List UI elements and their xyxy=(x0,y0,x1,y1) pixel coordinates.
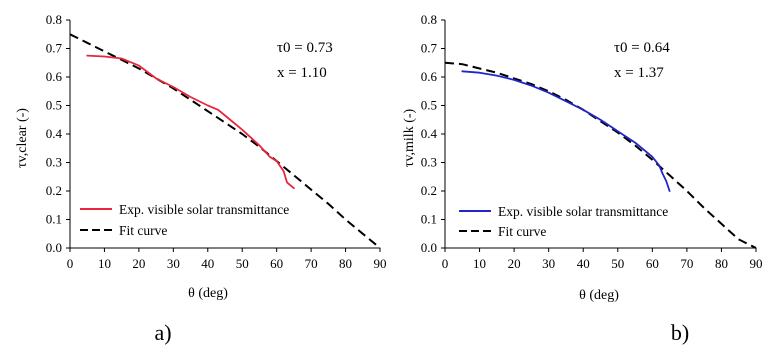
panel-a-y-tick-label: 0.4 xyxy=(46,126,63,141)
panel-b-x-tick-label: 60 xyxy=(646,256,659,271)
panel-a-y-tick-label: 0.0 xyxy=(46,240,62,255)
panel-b-y-tick-label: 0.1 xyxy=(421,212,437,227)
panel-a-y-tick-label: 0.5 xyxy=(46,98,62,113)
panel-a-fit-curve xyxy=(69,33,381,249)
panel-b-x-tick-label: 10 xyxy=(473,256,486,271)
panel-a-x-tick-label: 60 xyxy=(270,256,283,271)
panel-a-ylabel: τv,clear (-) xyxy=(15,108,30,168)
panel-a-exp-transmittance-line xyxy=(86,54,295,190)
panel-a-annotation-tau: τ0 = 0.73 xyxy=(277,40,333,56)
panel-a-legend: Exp. visible solar transmittance Fit cur… xyxy=(80,202,289,238)
panel-a-legend-label-fit: Fit curve xyxy=(119,223,167,238)
panel-b-ylabel: τv,milk (-) xyxy=(402,108,417,167)
panel-b-y-tick-label: 0.0 xyxy=(421,240,437,255)
panel-b-annotation-tau: τ0 = 0.64 xyxy=(614,40,670,56)
panel-a-x-tick-label: 80 xyxy=(339,256,352,271)
panel-b-x-tick-label: 40 xyxy=(577,256,590,271)
panel-a-plot-area: 0.0 0.1 0.2 0.3 0.4 0.5 0.6 0.7 0.8 0 10 20 30 40 50 60… xyxy=(46,12,387,271)
panel-a-legend-label-exp: Exp. visible solar transmittance xyxy=(119,202,289,217)
panel-b-y-tick-label: 0.5 xyxy=(421,98,437,113)
panel-b-legend-label-fit: Fit curve xyxy=(498,224,546,239)
panel-b-legend: Exp. visible solar transmittance Fit cur… xyxy=(459,204,668,239)
panel-b-exp-transmittance-line xyxy=(461,70,671,192)
panel-b-y-tick-label: 0.4 xyxy=(421,126,438,141)
panel-b-legend-label-exp: Exp. visible solar transmittance xyxy=(498,204,668,219)
panel-a-x-tick-label: 40 xyxy=(201,256,214,271)
panel-b-y-tick-label: 0.2 xyxy=(421,183,437,198)
panel-b: 0.0 0.1 0.2 0.3 0.4 0.5 0.6 0.7 0.8 0 10 20 30 40 50 60… xyxy=(402,12,763,345)
panel-b-x-tick-label: 20 xyxy=(508,256,521,271)
panel-b-y-tick-label: 0.3 xyxy=(421,155,437,170)
panel-a-y-tick-label: 0.8 xyxy=(46,12,62,27)
panel-b-x-tick-label: 90 xyxy=(750,256,763,271)
panel-b-y-tick-label: 0.8 xyxy=(421,12,437,27)
panel-a-x-tick-label: 30 xyxy=(167,256,180,271)
panel-b-xlabel: θ (deg) xyxy=(579,288,619,303)
panel-b-x-tick-label: 70 xyxy=(680,256,693,271)
panel-a-y-tick-label: 0.3 xyxy=(46,155,62,170)
panel-b-label: b) xyxy=(671,320,689,345)
panel-b-plot-area: 0.0 0.1 0.2 0.3 0.4 0.5 0.6 0.7 0.8 0 10 20 30 40 50 60… xyxy=(421,12,763,271)
panel-a-label: a) xyxy=(154,320,171,345)
panel-a-x-tick-label: 10 xyxy=(98,256,111,271)
panel-a-xlabel: θ (deg) xyxy=(188,286,228,301)
panel-a-y-tick-label: 0.7 xyxy=(46,41,63,56)
panel-a-x-tick-label: 90 xyxy=(374,256,387,271)
panel-a-x-tick-label: 0 xyxy=(67,256,74,271)
panel-a: 0.0 0.1 0.2 0.3 0.4 0.5 0.6 0.7 0.8 0 10 20 30 40 50 60… xyxy=(15,12,387,345)
panel-a-y-tick-label: 0.2 xyxy=(46,183,62,198)
panel-b-y-tick-label: 0.6 xyxy=(421,69,438,84)
panel-a-x-tick-label: 70 xyxy=(305,256,318,271)
panel-b-y-tick-label: 0.7 xyxy=(421,41,438,56)
panel-b-x-tick-label: 80 xyxy=(715,256,728,271)
panel-b-x-tick-label: 0 xyxy=(442,256,449,271)
panel-b-annotation-x: x = 1.37 xyxy=(614,65,664,81)
panel-b-fit-curve xyxy=(444,61,757,249)
panel-a-annotation-x: x = 1.10 xyxy=(277,65,327,81)
panel-a-y-tick-label: 0.1 xyxy=(46,212,62,227)
panel-a-x-tick-label: 20 xyxy=(132,256,145,271)
panel-b-x-tick-label: 50 xyxy=(611,256,624,271)
panel-b-x-tick-label: 30 xyxy=(542,256,555,271)
panel-a-y-tick-label: 0.6 xyxy=(46,69,63,84)
panel-a-x-tick-label: 50 xyxy=(236,256,249,271)
